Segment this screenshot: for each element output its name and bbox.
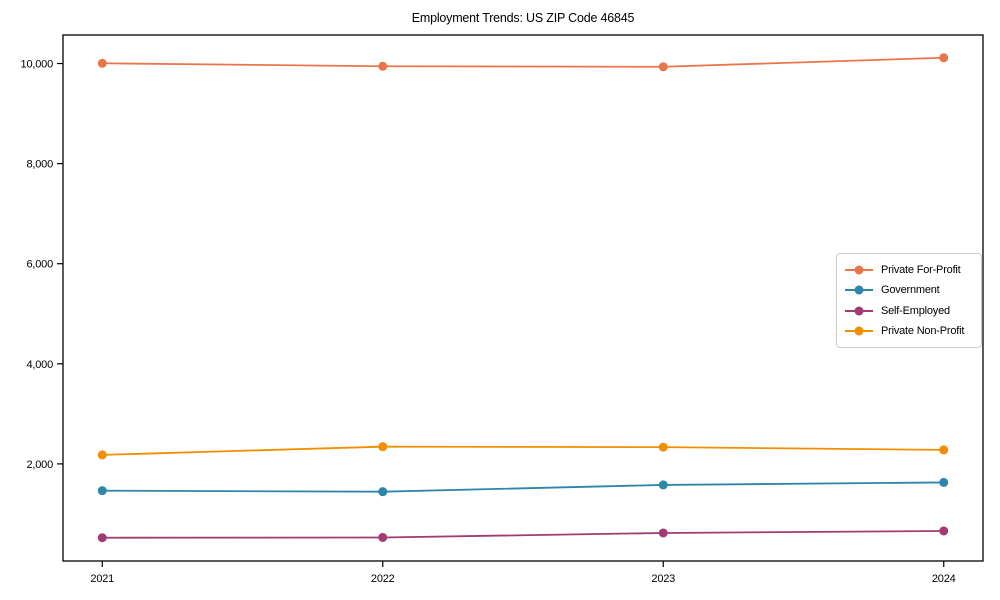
legend-item: Private For-Profit	[845, 260, 973, 280]
legend-label: Private Non-Profit	[881, 324, 965, 337]
y-tick-label: 10,000	[21, 59, 54, 71]
line-marker-icon	[845, 309, 873, 312]
legend-label: Government	[881, 284, 940, 297]
data-point-marker	[939, 445, 949, 455]
x-tick-label: 2024	[932, 573, 956, 585]
data-point-marker	[658, 528, 668, 538]
legend-label: Self-Employed	[881, 304, 950, 317]
x-tick-label: 2022	[371, 573, 395, 585]
data-point-marker	[658, 442, 668, 452]
series-line	[102, 445, 944, 456]
legend: Private For-Profit Government Self-Emplo…	[836, 253, 982, 348]
series-line	[102, 481, 944, 493]
data-point-marker	[658, 480, 668, 490]
legend-label: Private For-Profit	[881, 264, 961, 277]
legend-item: Self-Employed	[845, 301, 973, 321]
data-point-marker	[97, 533, 107, 543]
data-point-marker	[939, 526, 949, 536]
data-point-marker	[378, 487, 388, 497]
data-point-marker	[378, 532, 388, 542]
legend-item: Government	[845, 280, 973, 300]
x-tick-label: 2021	[90, 573, 114, 585]
data-point-marker	[97, 450, 107, 460]
line-marker-icon	[845, 329, 873, 332]
line-marker-icon	[845, 269, 873, 272]
data-point-marker	[939, 53, 949, 63]
plot-frame	[62, 34, 984, 562]
y-tick-label: 8,000	[26, 159, 53, 171]
y-tick-label: 2,000	[26, 459, 53, 471]
series-line	[102, 530, 944, 539]
legend-item: Private Non-Profit	[845, 321, 973, 341]
data-point-marker	[658, 62, 668, 72]
series-line	[102, 56, 944, 68]
data-point-marker	[939, 477, 949, 487]
data-point-marker	[97, 58, 107, 68]
x-tick-label: 2023	[651, 573, 675, 585]
chart-title: Employment Trends: US ZIP Code 46845	[411, 11, 635, 25]
data-point-marker	[378, 442, 388, 452]
y-tick-label: 4,000	[26, 359, 53, 371]
line-marker-icon	[845, 289, 873, 292]
data-point-marker	[97, 486, 107, 496]
data-point-marker	[378, 61, 388, 71]
y-tick-label: 6,000	[26, 259, 53, 271]
